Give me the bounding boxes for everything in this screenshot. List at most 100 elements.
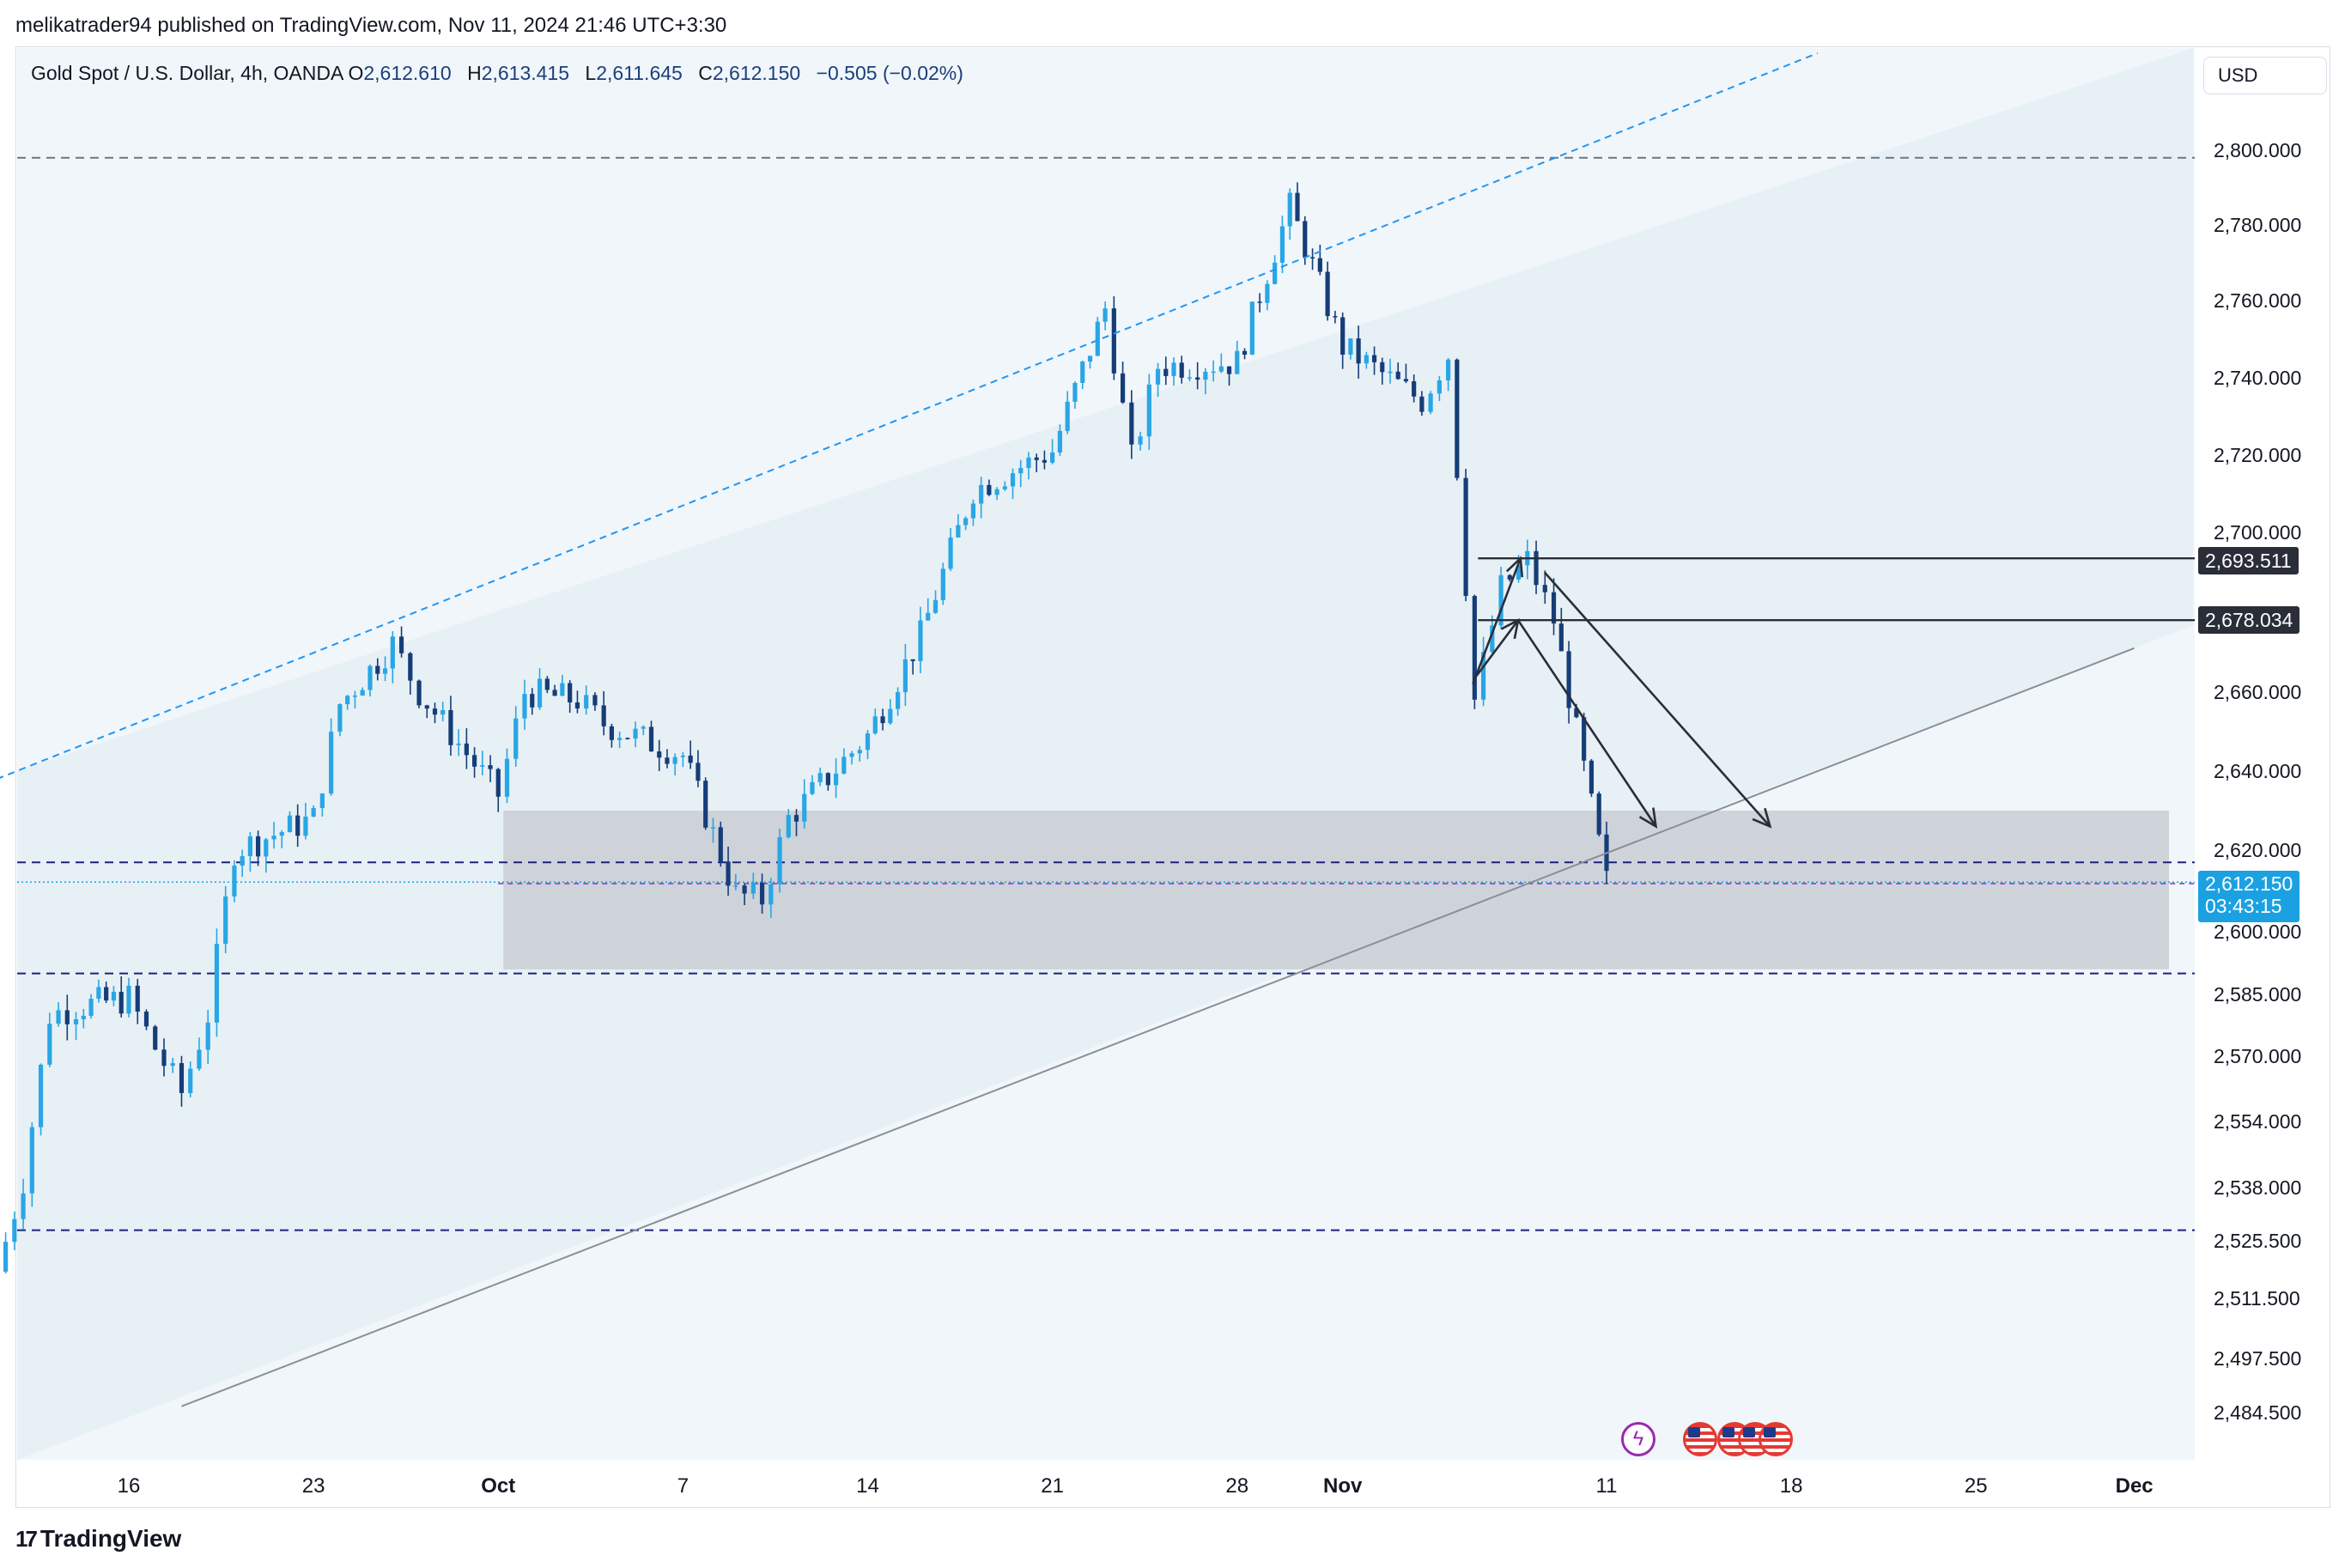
candle-body [504,758,510,797]
candle [12,1211,17,1250]
candle [522,679,527,730]
candle [825,772,831,791]
candle-body [12,1219,17,1243]
candle [345,695,350,710]
tradingview-logo[interactable]: 17 TradingView [15,1525,181,1553]
candle [665,749,670,769]
candle-body [432,708,438,715]
candle [488,755,493,782]
y-tick-label: 2,554.000 [2214,1110,2301,1133]
candle [648,720,654,752]
candle [111,986,117,1006]
candle-body [537,678,543,708]
y-tick-label: 2,780.000 [2214,214,2301,236]
candle-body [872,716,878,734]
candle [1419,391,1425,416]
lightning-icon[interactable]: ϟ [1621,1422,1655,1456]
candle-body [802,793,807,822]
candle-body [1138,436,1143,445]
candle [970,499,976,526]
candle [232,860,237,903]
candle [601,690,606,736]
candle-body [488,765,493,769]
candle [1371,346,1377,375]
ohlc-legend: Gold Spot / U.S. Dollar, 4h, OANDA O2,61… [31,62,963,85]
candle [940,562,945,605]
us-flag-icon[interactable] [1683,1422,1717,1456]
y-tick-label: 2,640.000 [2214,760,2301,782]
arrow-down-1 [1516,619,1658,829]
candle-body [1273,262,1278,284]
candle-body [710,827,716,829]
candle-body [1589,760,1595,794]
candle-body [1146,384,1151,437]
level-tag-2: 2,678.034 [2198,606,2300,634]
high-value: 2,613.415 [481,62,570,84]
candle-body [337,704,343,732]
open-value: 2,612.610 [363,62,452,84]
candle [1042,450,1048,470]
candle [197,1037,202,1072]
candle [979,477,984,519]
y-tick-label: 2,660.000 [2214,681,2301,703]
candle [1480,636,1486,707]
candle-body [1087,356,1093,362]
candle [1218,353,1224,374]
candle-body [680,755,685,757]
candle-body [1163,368,1169,376]
candle-body [1364,355,1369,364]
candle [1463,469,1468,602]
y-tick-label: 2,740.000 [2214,367,2301,389]
candle [1072,381,1078,410]
candle-body [940,568,945,600]
candle-body [750,882,756,894]
candle [73,1012,79,1041]
candle-body [368,665,373,690]
arrow-shaft [1472,557,1522,685]
candle [1235,340,1240,374]
candle [319,793,325,817]
candle-body [1516,565,1522,580]
candle-body [382,668,388,674]
candle-body [287,815,293,833]
candle [1080,360,1085,390]
candle-body [1551,592,1557,624]
candle-body [1249,301,1254,355]
candle-body [1303,221,1308,258]
candle-body [1340,317,1346,356]
y-tick-label: 2,570.000 [2214,1045,2301,1067]
candle-body [398,636,404,653]
candle-body [648,726,654,752]
candle-body [609,726,614,740]
candle [1340,312,1346,369]
candle [1057,424,1063,456]
candle [247,832,252,872]
candle [1348,338,1353,360]
candle [1103,301,1108,331]
candle [279,830,284,848]
candle-body [1333,316,1338,318]
candle-body [1463,477,1468,596]
candle-body [56,1010,61,1024]
candle [609,723,614,748]
candle [480,751,485,775]
candle-body [408,653,413,681]
candle [1309,248,1315,270]
candle [303,802,308,840]
candle-body [1042,459,1048,463]
candle-body [1325,271,1330,317]
currency-selector[interactable]: USD [2203,57,2327,94]
candle [352,690,358,708]
candle-body [3,1242,9,1272]
candle [849,751,854,765]
candle-body [1018,467,1024,474]
candle-body [1317,258,1322,272]
candle-body [733,885,738,887]
candle [872,708,878,735]
candle-body [948,537,953,569]
us-flag-icon[interactable] [1759,1422,1793,1456]
candle [1138,431,1143,451]
candle [1437,376,1442,402]
arrow-head [1500,617,1520,640]
